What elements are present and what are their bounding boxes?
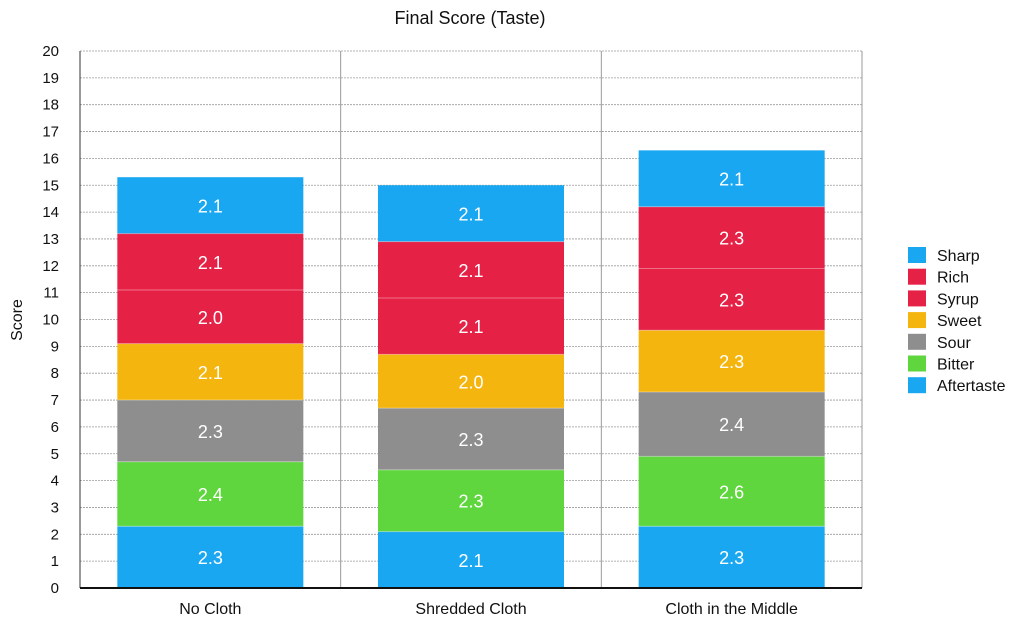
y-tick-label: 12 [42, 258, 59, 275]
x-category-label: Cloth in the Middle [665, 601, 798, 618]
bar-segment-sharp [378, 185, 564, 242]
legend-label: Rich [937, 270, 969, 287]
bar-segment-rich [378, 241, 564, 299]
segment-value-label: 2.3 [719, 548, 744, 568]
bar-segment-syrup [378, 298, 564, 355]
segment-value-label: 2.3 [719, 290, 744, 310]
y-tick-label: 0 [51, 580, 59, 597]
bar-segment-sweet [378, 354, 564, 409]
x-axis-labels: No Cloth Shredded Cloth Cloth in the Middl… [179, 601, 798, 618]
segment-value-label: 2.1 [198, 253, 223, 273]
bar-segment-sour [638, 391, 825, 457]
y-tick-label: 13 [42, 231, 59, 248]
bar-segment-sour [117, 400, 304, 462]
bar-segment-syrup [638, 268, 825, 331]
y-tick-label: 1 [51, 553, 59, 570]
segment-value-label: 2.3 [719, 352, 744, 372]
chart-title: Final Score (Taste) [394, 8, 545, 28]
y-tick-label: 5 [51, 446, 59, 463]
y-tick-label: 4 [51, 473, 59, 490]
segment-value-label: 2.1 [458, 317, 483, 337]
y-tick-label: 6 [51, 419, 59, 436]
bar-segment-aftertaste [117, 526, 304, 588]
y-axis-title: Score [9, 299, 26, 341]
segment-value-label: 2.1 [458, 204, 483, 224]
bar-segment-sharp [117, 177, 304, 234]
legend-label: Aftertaste [937, 378, 1006, 395]
segment-value-label: 2.3 [458, 430, 483, 450]
y-tick-label: 19 [42, 70, 59, 87]
legend-swatch-sharp [908, 247, 926, 263]
segment-value-label: 2.6 [719, 482, 744, 502]
x-category-label: Shredded Cloth [415, 601, 526, 618]
segment-value-label: 2.3 [198, 548, 223, 568]
segment-value-label: 2.4 [198, 485, 223, 505]
segment-value-label: 2.3 [458, 492, 483, 512]
segment-value-label: 2.3 [198, 422, 223, 442]
legend-swatch-bitter [908, 355, 926, 372]
bar-segment-syrup [117, 289, 304, 344]
y-tick-label: 10 [42, 312, 59, 329]
legend-label: Sharp [937, 248, 980, 265]
legend-label: Sweet [937, 313, 982, 330]
y-tick-label: 15 [42, 177, 59, 194]
segment-value-label: 2.0 [458, 372, 483, 392]
y-tick-label: 9 [51, 338, 59, 355]
y-tick-label: 18 [42, 97, 59, 114]
bar-segment-sweet [638, 330, 825, 392]
legend-label: Sour [937, 335, 971, 352]
segment-value-label: 2.1 [458, 551, 483, 571]
y-tick-label: 11 [43, 285, 59, 302]
bar-segment-sour [378, 408, 564, 470]
segment-labels: 2.3 2.4 2.3 2.1 2.0 2.1 2.1 2.1 2.3 2.3 2.0 2.1 2.1 2… [198, 170, 744, 571]
bar-segment-aftertaste [638, 526, 825, 588]
y-tick-label: 8 [51, 365, 59, 382]
segment-value-label: 2.0 [198, 308, 223, 328]
bar-segment-aftertaste [378, 531, 564, 588]
legend-swatch-syrup [908, 290, 926, 307]
y-tick-label: 7 [51, 392, 59, 409]
x-category-label: No Cloth [179, 601, 241, 618]
bar-segment-bitter [378, 469, 564, 532]
legend-swatch-rich [908, 268, 926, 285]
legend: Sharp Rich Syrup Sweet Sour Bitter Aftertaste [908, 247, 1006, 395]
bar-segment-bitter [117, 461, 304, 527]
legend-swatch-aftertaste [908, 377, 926, 394]
legend-swatch-sweet [908, 312, 926, 329]
legend-label: Syrup [937, 291, 979, 308]
bar-segment-rich [117, 233, 304, 290]
y-tick-label: 20 [42, 43, 59, 60]
segment-value-label: 2.1 [719, 170, 744, 190]
y-tick-label: 3 [51, 499, 59, 516]
segment-value-label: 2.4 [719, 415, 744, 435]
segment-value-label: 2.1 [198, 196, 223, 216]
legend-swatch-sour [908, 333, 926, 350]
segment-value-label: 2.1 [198, 363, 223, 383]
y-tick-label: 17 [42, 124, 59, 141]
bar-segment-sweet [117, 343, 304, 401]
bar-segment-sharp [638, 150, 825, 207]
bar-segment-rich [638, 206, 825, 269]
legend-label: Bitter [937, 357, 975, 374]
y-tick-label: 16 [42, 150, 59, 167]
y-tick-label: 2 [51, 526, 59, 543]
bar-segment-bitter [638, 456, 825, 527]
bars [117, 150, 825, 588]
segment-value-label: 2.1 [458, 261, 483, 281]
axes [79, 51, 863, 589]
segment-value-label: 2.3 [719, 229, 744, 249]
y-tick-label: 14 [42, 204, 59, 221]
